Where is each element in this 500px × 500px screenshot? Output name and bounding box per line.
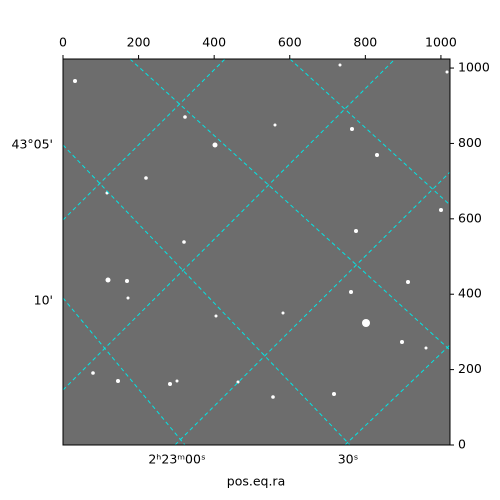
y-tick-label: 800	[458, 135, 482, 150]
y-tick-label: 400	[458, 286, 482, 301]
stars	[73, 63, 449, 399]
x-axis-label: pos.eq.ra	[227, 474, 285, 489]
x-tick-label: 600	[278, 35, 302, 50]
coordinate-grid	[62, 58, 451, 446]
x-tick-label: 800	[353, 35, 377, 50]
ra-tick-label: 30ˢ	[338, 452, 359, 467]
y-tick-label: 200	[458, 361, 482, 376]
dec-tick-label: 43°05'	[12, 137, 54, 152]
dec-tick-label: 10'	[34, 293, 53, 308]
ra-tick-label: 2ʰ23ᵐ00ˢ	[148, 452, 205, 467]
y-tick-label: 0	[458, 437, 466, 452]
x-tick-label: 1000	[425, 35, 457, 50]
y-tick-label: 1000	[458, 60, 490, 75]
frame	[62, 58, 451, 446]
sky-image	[63, 59, 450, 445]
x-tick-label: 0	[59, 35, 67, 50]
y-tick-label: 600	[458, 210, 482, 225]
x-tick-label: 400	[202, 35, 226, 50]
x-tick-label: 200	[127, 35, 151, 50]
